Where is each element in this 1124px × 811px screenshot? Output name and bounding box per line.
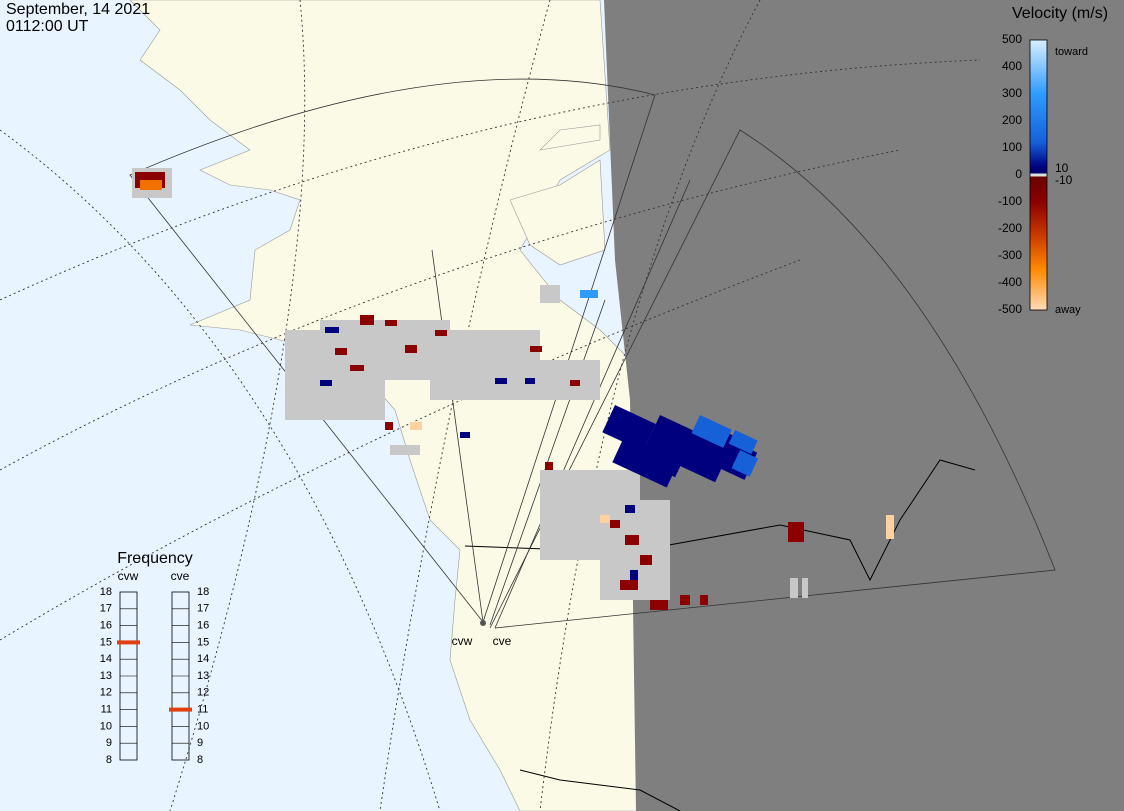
frequency-tick-label: 15 — [100, 636, 112, 648]
frequency-tick-label: 18 — [197, 586, 209, 598]
colorbar-tick-label: 400 — [1002, 59, 1022, 73]
time: 0112:00 UT — [6, 18, 89, 35]
radar-cell — [886, 515, 894, 539]
radar-cell — [495, 378, 507, 384]
radar-cell — [385, 422, 393, 430]
radar-cell — [691, 415, 732, 448]
radar-cell — [790, 578, 798, 598]
radar-cell — [731, 450, 759, 477]
frequency-tick-label: 10 — [197, 720, 209, 732]
frequency-tick-label: 18 — [100, 586, 112, 598]
radar-cell — [435, 330, 447, 336]
night-side — [604, 0, 1124, 811]
frequency-tick-label: 16 — [197, 620, 209, 632]
colorbar-tick-label: 300 — [1002, 86, 1022, 100]
colorbar-away: away — [1055, 304, 1081, 316]
radar-cell — [625, 505, 635, 513]
frequency-tick-label: 9 — [106, 737, 112, 749]
radar-cell — [610, 520, 620, 528]
colorbar-tick-label: -500 — [998, 302, 1022, 316]
radar-name: cve — [171, 569, 190, 583]
radar-cell — [140, 180, 162, 190]
frequency-tick-label: 14 — [197, 653, 209, 665]
radar-cell — [570, 380, 580, 386]
radar-cell — [335, 348, 347, 355]
frequency-tick-label: 12 — [100, 687, 112, 699]
site-marker — [480, 620, 486, 626]
radar-cell — [460, 432, 470, 438]
colorbar-tick-label: 100 — [1002, 140, 1022, 154]
radar-cell — [728, 429, 758, 455]
site-label: cvw — [452, 634, 473, 648]
site-label: cve — [493, 634, 512, 648]
frequency-tick-label: 11 — [197, 704, 208, 716]
radar-cell — [525, 378, 535, 384]
radar-cell — [788, 522, 804, 542]
frequency-tick-label: 13 — [100, 670, 112, 682]
colorbar-title: Velocity (m/s) — [1012, 5, 1108, 22]
graticule — [0, 0, 981, 811]
frequency-tick-label: 12 — [197, 687, 209, 699]
colorbar-gradient — [1029, 39, 1048, 311]
radar-cell — [390, 445, 420, 455]
colorbar-tick-label: -200 — [998, 221, 1022, 235]
radar-cell — [700, 595, 708, 605]
radar-cell — [385, 320, 397, 326]
radar-fans — [129, 78, 1056, 629]
colorbar: Velocity (m/s) 500 400 300 200 100 0 -100 -200 -… — [998, 5, 1108, 316]
colorbar-tick-label: 500 — [1002, 32, 1022, 46]
radar-cell — [360, 315, 374, 325]
frequency-marker — [117, 640, 140, 645]
radar-cell — [602, 405, 656, 452]
frequency-tick-label: 16 — [100, 620, 112, 632]
radar-cell — [350, 365, 364, 371]
date: September, 14 2021 — [6, 1, 150, 18]
radar-cell — [320, 380, 332, 386]
frequency-tick-label: 8 — [106, 754, 112, 766]
frequency-tick-label: 10 — [100, 720, 112, 732]
colorbar-tick-label: -300 — [998, 248, 1022, 262]
frequency-tick-label: 15 — [197, 636, 209, 648]
frequency-tick-label: 14 — [100, 653, 112, 665]
radar-cell — [620, 580, 638, 590]
colorbar-tick-label: -400 — [998, 275, 1022, 289]
radar-cell — [625, 535, 639, 545]
radar-cell — [545, 462, 553, 470]
colorbar-tick-label: 0 — [1015, 167, 1022, 181]
colorbar-inner-label: -10 — [1055, 173, 1073, 187]
radar-name: cvw — [118, 569, 139, 583]
radar-cell — [802, 578, 808, 598]
radar-cell — [530, 346, 542, 352]
colorbar-tick-label: 200 — [1002, 113, 1022, 127]
colorbar-tick-label: -100 — [998, 194, 1022, 208]
frequency-tick-label: 11 — [101, 704, 112, 716]
frequency-tick-label: 8 — [197, 754, 203, 766]
radar-cell — [580, 290, 598, 298]
radar-cell — [650, 600, 668, 610]
radar-cells — [132, 168, 894, 610]
frequency-panel: Frequency cvw 8 9 10 11 12 13 14 15 16 17 18 cve 8 9 10… — [100, 550, 210, 766]
colorbar-inner-label: 10 — [1055, 161, 1069, 175]
frequency-tick-label: 9 — [197, 737, 203, 749]
radar-cell — [600, 515, 610, 523]
colorbar-toward: toward — [1055, 46, 1088, 58]
radar-cell — [410, 422, 422, 430]
frequency-tick-label: 17 — [197, 603, 209, 615]
frequency-tick-label: 13 — [197, 670, 209, 682]
radar-cell — [640, 555, 652, 565]
frequency-tick-label: 17 — [100, 603, 112, 615]
radar-cell — [680, 595, 690, 605]
radar-cell — [540, 285, 560, 303]
radar-cell — [405, 345, 417, 353]
radar-cell — [630, 570, 638, 580]
frequency-marker — [169, 707, 192, 712]
radar-cell — [325, 327, 339, 333]
frequency-title: Frequency — [117, 550, 193, 567]
